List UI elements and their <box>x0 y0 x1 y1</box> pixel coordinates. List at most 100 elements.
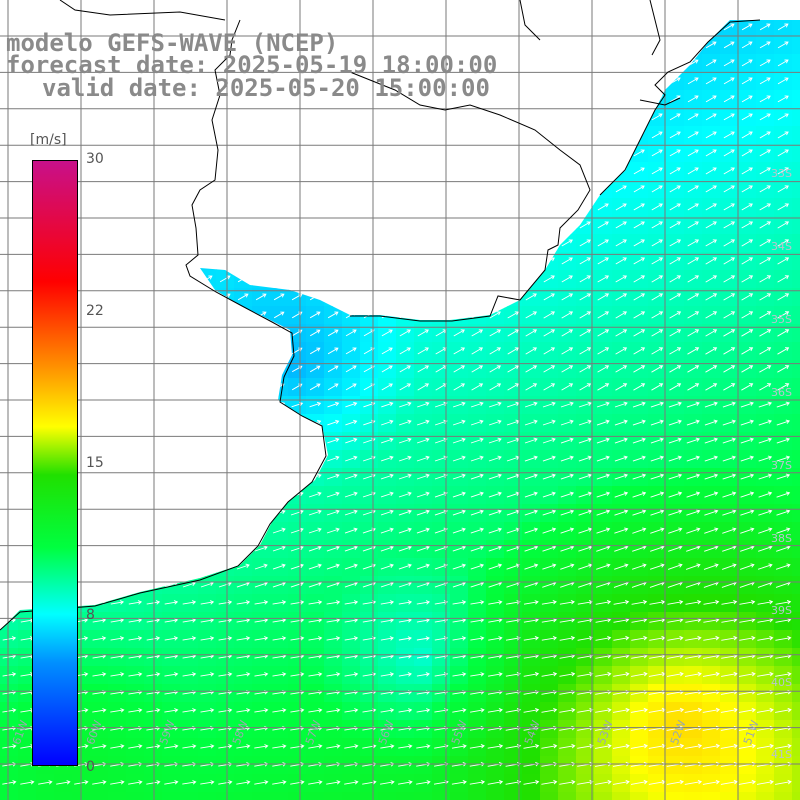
wind-arrow <box>561 383 574 391</box>
wind-arrow <box>111 473 124 480</box>
wind-arrow <box>615 59 627 67</box>
wind-arrow <box>147 455 160 462</box>
wind-arrow <box>759 347 772 355</box>
wind-arrow <box>3 527 16 534</box>
wind-arrow <box>417 401 430 408</box>
wind-arrow <box>471 221 483 229</box>
wind-cell <box>198 234 217 253</box>
wind-arrow <box>488 473 502 480</box>
brazil-coast <box>599 19 761 196</box>
wind-cell <box>216 144 235 163</box>
wind-arrow <box>631 599 648 605</box>
wind-cell <box>432 20 451 37</box>
wind-arrow <box>326 563 340 570</box>
wind-arrow <box>95 6 104 11</box>
wind-cell <box>144 234 163 253</box>
wind-cell <box>288 126 307 145</box>
wind-arrow <box>490 41 501 49</box>
wind-cell <box>540 36 559 55</box>
wind-arrow <box>741 383 754 391</box>
wind-arrow <box>561 113 573 121</box>
wind-arrow <box>705 239 718 247</box>
wind-arrow <box>201 293 213 301</box>
wind-cell <box>0 90 19 109</box>
wind-arrow <box>254 545 268 552</box>
wind-cell <box>144 414 163 433</box>
wind-arrow <box>21 419 34 426</box>
wind-cell <box>504 198 523 217</box>
wind-arrow <box>722 473 737 480</box>
wind-arrow <box>3 293 15 301</box>
wind-cell <box>144 0 163 19</box>
wind-cell <box>342 234 361 253</box>
wind-arrow <box>254 636 269 641</box>
wind-arrow <box>164 636 179 641</box>
wind-cell <box>0 126 19 145</box>
wind-arrow <box>596 509 611 516</box>
wind-arrow <box>688 6 698 12</box>
wind-arrow <box>416 509 430 516</box>
wind-cell <box>108 144 127 163</box>
wind-arrow <box>525 311 538 319</box>
wind-arrow <box>185 6 194 11</box>
wind-arrow <box>488 636 503 641</box>
wind-cell <box>126 414 145 433</box>
wind-arrow <box>722 401 736 408</box>
wind-arrow <box>560 491 575 498</box>
wind-arrow <box>489 293 501 301</box>
wind-arrow <box>507 365 520 373</box>
wind-arrow <box>470 545 485 552</box>
wind-cell <box>630 54 649 73</box>
wind-arrow <box>381 347 393 355</box>
wind-arrow <box>561 41 573 49</box>
wind-arrow <box>4 167 15 174</box>
wind-arrow <box>129 221 141 229</box>
wind-arrow <box>577 779 594 785</box>
wind-arrow <box>381 167 393 175</box>
wind-arrow <box>614 509 629 516</box>
wind-arrow <box>129 365 141 373</box>
wind-arrow <box>595 743 612 749</box>
wind-arrow <box>488 563 503 570</box>
wind-arrow <box>543 41 555 49</box>
wind-arrow <box>165 329 177 337</box>
wind-arrow <box>775 599 792 605</box>
wind-arrow <box>561 185 573 193</box>
wind-cell <box>540 54 559 73</box>
wind-cell <box>252 468 271 487</box>
wind-arrow <box>452 708 467 713</box>
wind-arrow <box>218 491 232 498</box>
wind-cell <box>126 558 145 577</box>
wind-arrow <box>632 509 647 516</box>
wind-arrow <box>200 527 214 534</box>
wind-arrow <box>615 221 627 229</box>
wind-cell <box>162 216 181 235</box>
wind-arrow <box>239 6 248 11</box>
wind-arrow <box>686 473 701 480</box>
wind-arrow <box>238 113 249 121</box>
wind-arrow <box>93 257 105 265</box>
wind-arrow <box>273 329 285 337</box>
wind-cell <box>252 216 271 235</box>
wind-arrow <box>741 203 753 211</box>
wind-cell <box>306 126 325 145</box>
wind-arrow <box>398 672 412 677</box>
wind-arrow <box>309 275 321 283</box>
wind-cell <box>612 72 631 91</box>
wind-arrow <box>255 473 268 480</box>
wind-cell <box>792 756 800 775</box>
wind-cell <box>198 396 217 415</box>
wind-cell <box>108 540 127 559</box>
wind-arrow <box>650 545 665 552</box>
wind-cell <box>162 108 181 127</box>
wind-arrow <box>487 707 503 713</box>
wind-arrow <box>613 635 630 641</box>
wind-arrow <box>327 365 339 373</box>
wind-cell <box>252 486 271 505</box>
wind-arrow <box>615 131 627 139</box>
wind-arrow <box>452 455 466 462</box>
wind-arrow <box>400 6 409 12</box>
wind-arrow <box>723 95 735 103</box>
wind-cell <box>144 180 163 199</box>
wind-cell <box>90 522 109 541</box>
